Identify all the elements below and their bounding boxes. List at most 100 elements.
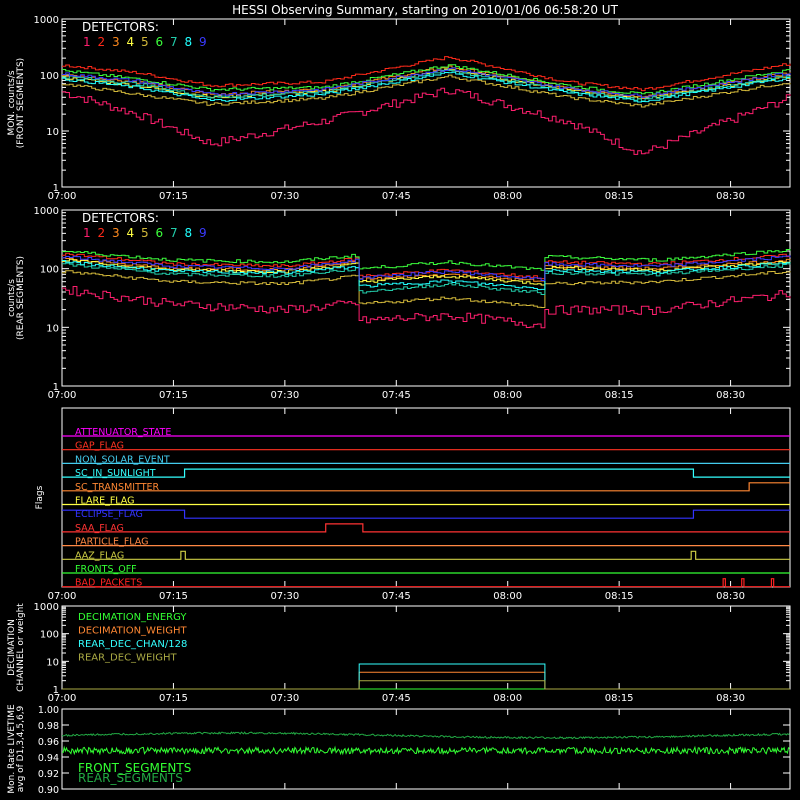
rear-legend-item: 2 bbox=[98, 226, 106, 240]
front-series-6 bbox=[62, 64, 791, 95]
rear-xtick-label: 08:00 bbox=[493, 390, 522, 401]
flag-trace bbox=[62, 468, 790, 478]
livetime-series-rear bbox=[61, 731, 790, 740]
flags-xtick-label: 07:15 bbox=[159, 591, 188, 602]
flag-label: SC_TRANSMITTER bbox=[75, 482, 160, 493]
decimation-ytick-label: 10 bbox=[46, 657, 59, 668]
flags-xtick-label: 07:45 bbox=[382, 591, 411, 602]
decimation-ytick-label: 1 bbox=[53, 685, 59, 696]
front-xtick-label: 08:15 bbox=[605, 191, 634, 202]
flag-label: BAD_PACKETS bbox=[75, 578, 142, 589]
front-series-7 bbox=[62, 69, 791, 102]
rear-legend-item: 5 bbox=[141, 226, 149, 240]
flags-xtick-label: 07:00 bbox=[48, 591, 77, 602]
livetime-ytick-label: 0.92 bbox=[38, 769, 59, 780]
front-xtick-label: 07:00 bbox=[48, 191, 77, 202]
decimation-xtick-label: 07:15 bbox=[159, 693, 188, 704]
flag-label: AAZ_FLAG bbox=[75, 550, 124, 561]
figure-title: HESSI Observing Summary, starting on 201… bbox=[232, 3, 618, 17]
rear-xtick-label: 08:30 bbox=[716, 390, 745, 401]
rear-ylabel: (REAR SEGMENTS) bbox=[16, 256, 26, 340]
livetime-ytick-label: 0.96 bbox=[38, 737, 59, 748]
livetime-legend-front: FRONT_SEGMENTS bbox=[78, 761, 191, 775]
front-legend-item: 9 bbox=[199, 35, 207, 49]
decimation-xtick-label: 07:30 bbox=[270, 693, 299, 704]
rear-ytick-label: 10 bbox=[46, 323, 59, 334]
front-legend-title: DETECTORS: bbox=[82, 20, 159, 34]
front-legend-item: 1 bbox=[83, 35, 91, 49]
rear-xtick-label: 07:45 bbox=[382, 390, 411, 401]
front-ytick-label: 10 bbox=[46, 127, 59, 138]
flag-trace bbox=[62, 509, 790, 519]
rear-ytick-label: 100 bbox=[40, 265, 59, 276]
flags-xtick-label: 08:15 bbox=[605, 591, 634, 602]
decimation-xtick-label: 08:00 bbox=[493, 693, 522, 704]
decimation-ylabel: DECIMATION bbox=[7, 619, 17, 676]
decimation-ytick-label: 100 bbox=[40, 630, 59, 641]
livetime-legend-rear: REAR_SEGMENTS bbox=[78, 771, 183, 785]
decimation-series-4 bbox=[62, 680, 790, 690]
rear-xtick-label: 08:15 bbox=[605, 390, 634, 401]
plots-group: 07:00 07:15 07:30 07:45 08:00 08:15 08:3011010… bbox=[7, 15, 791, 796]
livetime-frame bbox=[61, 708, 791, 790]
rear-xtick-label: 07:15 bbox=[159, 390, 188, 401]
flag-label: FRONTS_OFF bbox=[75, 564, 137, 575]
decimation-ytick-label: 1000 bbox=[34, 602, 59, 613]
livetime-ylabel: Mon. Rate LIVETIME bbox=[7, 704, 17, 794]
front-ylabel: MON. counts/s bbox=[7, 70, 17, 135]
front-xtick-label: 07:15 bbox=[159, 191, 188, 202]
rear-series-5 bbox=[62, 270, 791, 308]
front-legend-item: 5 bbox=[141, 35, 149, 49]
flag-label: SAA_FLAG bbox=[75, 523, 124, 534]
front-xtick-label: 07:30 bbox=[270, 191, 299, 202]
decimation-legend-item: DECIMATION_ENERGY bbox=[78, 612, 187, 623]
decimation-legend-item: REAR_DEC_CHAN/128 bbox=[78, 639, 187, 650]
front-xtick-label: 07:45 bbox=[382, 191, 411, 202]
rear-xtick-label: 07:00 bbox=[48, 390, 77, 401]
front-frame bbox=[61, 18, 791, 188]
livetime-ytick-label: 0.94 bbox=[38, 753, 59, 764]
flags-xtick-label: 08:30 bbox=[716, 591, 745, 602]
rear-series-9 bbox=[62, 255, 791, 281]
flag-label: ATTENUATOR_STATE bbox=[75, 427, 171, 438]
rear-series-1 bbox=[62, 286, 791, 329]
flag-trace bbox=[62, 523, 790, 533]
rear-ytick-label: 1 bbox=[53, 382, 59, 393]
front-legend-item: 7 bbox=[170, 35, 178, 49]
flags-xtick-label: 07:30 bbox=[270, 591, 299, 602]
flag-label: NON_SOLAR_EVENT bbox=[75, 454, 170, 465]
front-xtick-label: 08:30 bbox=[716, 191, 745, 202]
front-ytick-label: 100 bbox=[40, 71, 59, 82]
front-legend-item: 8 bbox=[185, 35, 193, 49]
flag-trace bbox=[62, 578, 790, 588]
front-xtick-label: 08:00 bbox=[493, 191, 522, 202]
flag-label: PARTICLE_FLAG bbox=[75, 537, 148, 548]
rear-series-8 bbox=[62, 260, 791, 291]
front-series-8 bbox=[62, 71, 791, 103]
rear-legend-item: 7 bbox=[170, 226, 178, 240]
rear-legend-item: 9 bbox=[199, 226, 207, 240]
front-ytick-label: 1 bbox=[53, 183, 59, 194]
livetime-series-front bbox=[61, 745, 790, 756]
decimation-ylabel: CHANNEL or weight bbox=[16, 603, 26, 692]
decimation-xtick-label: 07:00 bbox=[48, 693, 77, 704]
rear-legend-item: 1 bbox=[83, 226, 91, 240]
decimation-legend-item: DECIMATION_WEIGHT bbox=[78, 626, 187, 637]
front-legend-item: 3 bbox=[112, 35, 120, 49]
front-series-5 bbox=[62, 74, 791, 108]
front-legend-item: 6 bbox=[156, 35, 164, 49]
livetime-ytick-label: 1.00 bbox=[38, 705, 59, 716]
livetime-ytick-label: 0.90 bbox=[38, 785, 59, 796]
front-series-9 bbox=[62, 67, 791, 98]
rear-legend-item: 4 bbox=[127, 226, 135, 240]
rear-series-6 bbox=[62, 249, 791, 271]
decimation-legend-item: REAR_DEC_WEIGHT bbox=[78, 653, 177, 664]
decimation-xtick-label: 08:30 bbox=[716, 693, 745, 704]
front-legend-item: 2 bbox=[98, 35, 106, 49]
flag-trace bbox=[62, 550, 790, 560]
livetime-ylabel: avg of D1,3,4,5,6,9 bbox=[16, 705, 26, 792]
rear-xtick-label: 07:30 bbox=[270, 390, 299, 401]
flag-label: GAP_FLAG bbox=[75, 441, 124, 452]
